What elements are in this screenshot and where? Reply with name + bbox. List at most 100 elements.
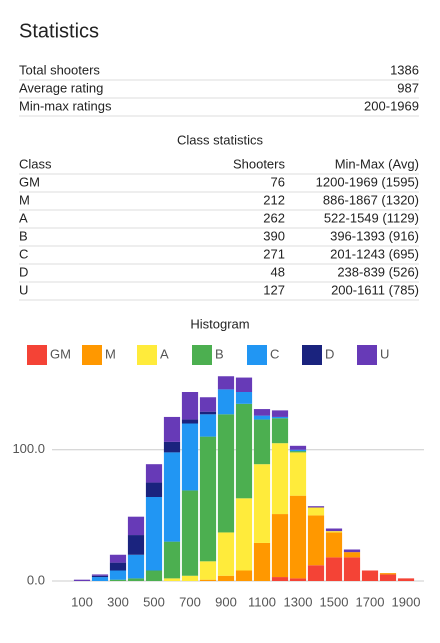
- bar-segment: [289, 451, 307, 453]
- bar-segment: [73, 579, 91, 581]
- bar-segment: [127, 554, 145, 579]
- bar-segment: [163, 452, 181, 542]
- x-tick-label: 1900: [392, 594, 421, 609]
- bar-segment: [91, 577, 109, 581]
- legend-swatch: [27, 345, 47, 365]
- x-tick-label: 1100: [248, 594, 276, 609]
- chart-title: Histogram: [190, 316, 249, 331]
- legend-label: GM: [50, 346, 71, 361]
- bar-segment: [163, 578, 181, 581]
- bar-segment: [199, 411, 217, 415]
- bar-segment: [325, 528, 343, 532]
- stat-label: Average rating: [19, 80, 103, 95]
- x-tick-label: 1300: [284, 594, 313, 609]
- bar-segment: [181, 419, 199, 424]
- bar-segment: [253, 415, 271, 420]
- bar-segment: [325, 557, 343, 581]
- bar-segment: [217, 376, 235, 390]
- bar-segment: [109, 554, 127, 563]
- bar-segment: [253, 419, 271, 465]
- bar-segment: [127, 578, 145, 581]
- table-cell: 522-1549 (1129): [324, 210, 419, 225]
- stat-label: Min-max ratings: [19, 98, 112, 113]
- bar-segment: [271, 514, 289, 578]
- bar-segment: [307, 507, 325, 516]
- legend-swatch: [247, 345, 267, 365]
- table-cell: 127: [263, 282, 285, 297]
- x-tick-label: 700: [179, 594, 201, 609]
- bar-segment: [109, 579, 127, 581]
- table-cell: 390: [263, 228, 285, 243]
- bar-segment: [289, 578, 307, 581]
- table-cell: 76: [271, 174, 285, 189]
- bar-segment: [289, 495, 307, 579]
- column-header: Shooters: [233, 156, 286, 171]
- legend-label: A: [160, 346, 169, 361]
- legend-label: U: [380, 346, 389, 361]
- bar-segment: [163, 441, 181, 453]
- bar-segment: [235, 377, 253, 392]
- x-tick-label: 900: [215, 594, 237, 609]
- bar-segment: [253, 464, 271, 543]
- table-cell: 271: [263, 246, 285, 261]
- bar-segment: [235, 498, 253, 571]
- bar-segment: [109, 570, 127, 580]
- bar-segment: [181, 490, 199, 576]
- bar-segment: [181, 392, 199, 420]
- bar-segment: [217, 389, 235, 415]
- bar-segment: [163, 541, 181, 579]
- bar-segment: [289, 449, 307, 452]
- table-cell: M: [19, 192, 30, 207]
- bar-segment: [199, 414, 217, 437]
- legend-swatch: [192, 345, 212, 365]
- bar-segment: [235, 392, 253, 404]
- table-cell: U: [19, 282, 28, 297]
- bar-segment: [199, 436, 217, 562]
- table-cell: 200-1611 (785): [331, 282, 419, 297]
- table-cell: C: [19, 246, 28, 261]
- column-header: Class: [19, 156, 52, 171]
- bar-segment: [217, 414, 235, 533]
- legend-swatch: [137, 345, 157, 365]
- x-tick-label: 1500: [320, 594, 349, 609]
- legend-label: D: [325, 346, 334, 361]
- legend-swatch: [357, 345, 377, 365]
- table-cell: A: [19, 210, 28, 225]
- bar-segment: [235, 403, 253, 499]
- legend-label: M: [105, 346, 116, 361]
- bar-segment: [253, 542, 271, 581]
- x-tick-label: 500: [143, 594, 165, 609]
- bar-segment: [145, 464, 163, 483]
- table-cell: 48: [271, 264, 285, 279]
- bar-segment: [145, 570, 163, 581]
- bar-segment: [271, 418, 289, 444]
- y-tick-label: 0.0: [27, 572, 45, 587]
- bar-segment: [307, 506, 325, 508]
- stat-value: 200-1969: [364, 98, 419, 113]
- bar-segment: [307, 515, 325, 566]
- legend-label: C: [270, 346, 279, 361]
- x-tick-label: 100: [71, 594, 93, 609]
- legend-label: B: [215, 346, 224, 361]
- bar-segment: [343, 549, 361, 553]
- bar-segment: [235, 570, 253, 581]
- bar-segment: [181, 423, 199, 491]
- bar-segment: [289, 452, 307, 496]
- bar-segment: [379, 574, 397, 581]
- x-tick-label: 1700: [356, 594, 385, 609]
- section-title: Class statistics: [177, 132, 263, 147]
- x-tick-label: 300: [107, 594, 129, 609]
- table-cell: 201-1243 (695): [330, 246, 419, 261]
- bar-segment: [109, 562, 127, 571]
- legend-swatch: [82, 345, 102, 365]
- bar-segment: [343, 557, 361, 581]
- y-tick-label: 100.0: [12, 441, 45, 456]
- bar-segment: [181, 575, 199, 581]
- table-cell: 262: [263, 210, 285, 225]
- column-header: Min-Max (Avg): [335, 156, 419, 171]
- bar-segment: [271, 416, 289, 419]
- bar-segment: [199, 397, 217, 412]
- stat-value: 1386: [390, 62, 419, 77]
